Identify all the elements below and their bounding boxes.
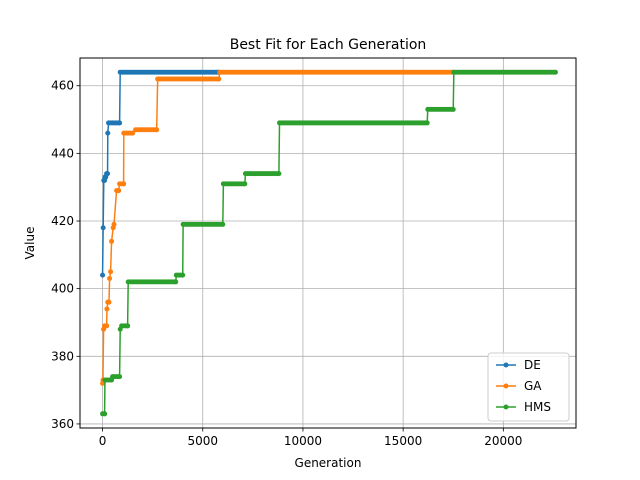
series-ga bbox=[100, 69, 456, 386]
series-point bbox=[105, 130, 111, 136]
series-layer bbox=[100, 69, 558, 417]
series-point bbox=[154, 127, 160, 133]
legend-swatch-marker bbox=[503, 404, 509, 410]
series-point bbox=[450, 106, 456, 112]
y-tick-label: 360 bbox=[51, 417, 74, 431]
series-point bbox=[108, 269, 114, 275]
series-point bbox=[116, 188, 122, 194]
series-point bbox=[220, 221, 226, 227]
x-tick-label: 5000 bbox=[187, 434, 218, 448]
series-point bbox=[102, 411, 108, 417]
y-axis-label: Value bbox=[23, 227, 37, 260]
series-point bbox=[117, 374, 123, 380]
series-point bbox=[117, 120, 123, 126]
y-tick-label: 440 bbox=[51, 146, 74, 160]
series-point bbox=[109, 238, 115, 244]
y-axis: 360 380 400 420 440 460 bbox=[51, 79, 80, 431]
series-point bbox=[125, 323, 131, 329]
y-tick-label: 400 bbox=[51, 282, 74, 296]
y-tick-label: 380 bbox=[51, 349, 74, 363]
series-point bbox=[100, 225, 106, 231]
series-point bbox=[104, 306, 110, 312]
y-tick-label: 460 bbox=[51, 79, 74, 93]
series-point bbox=[105, 171, 111, 177]
series-point bbox=[242, 181, 248, 187]
legend-label: GA bbox=[524, 379, 542, 393]
y-tick-label: 420 bbox=[51, 214, 74, 228]
legend-label: DE bbox=[524, 358, 541, 372]
x-tick-label: 10000 bbox=[284, 434, 322, 448]
legend-swatch-marker bbox=[503, 362, 509, 368]
series-point bbox=[121, 181, 127, 187]
x-tick-label: 15000 bbox=[384, 434, 422, 448]
series-point bbox=[276, 171, 282, 177]
series-point bbox=[106, 299, 112, 305]
series-point bbox=[424, 120, 430, 126]
chart-title: Best Fit for Each Generation bbox=[230, 37, 427, 53]
series-point bbox=[130, 130, 136, 136]
series-point bbox=[100, 272, 106, 278]
series-point bbox=[552, 69, 558, 75]
x-tick-label: 20000 bbox=[484, 434, 522, 448]
series-point bbox=[173, 279, 179, 285]
legend-swatch-marker bbox=[503, 383, 509, 389]
x-axis-label: Generation bbox=[295, 456, 362, 470]
series-hms bbox=[100, 69, 558, 417]
series-point bbox=[180, 272, 186, 278]
series-point bbox=[104, 323, 110, 329]
series-point bbox=[216, 76, 222, 82]
series-point bbox=[107, 276, 113, 282]
legend: DE GA HMS bbox=[487, 352, 570, 422]
grid bbox=[80, 58, 576, 428]
legend-label: HMS bbox=[524, 400, 551, 414]
x-tick-label: 0 bbox=[99, 434, 107, 448]
x-axis: 0 5000 10000 15000 20000 bbox=[99, 428, 522, 448]
plot-frame bbox=[79, 57, 577, 429]
series-point bbox=[111, 221, 117, 227]
series-de bbox=[100, 69, 222, 278]
legend-box bbox=[487, 352, 570, 422]
